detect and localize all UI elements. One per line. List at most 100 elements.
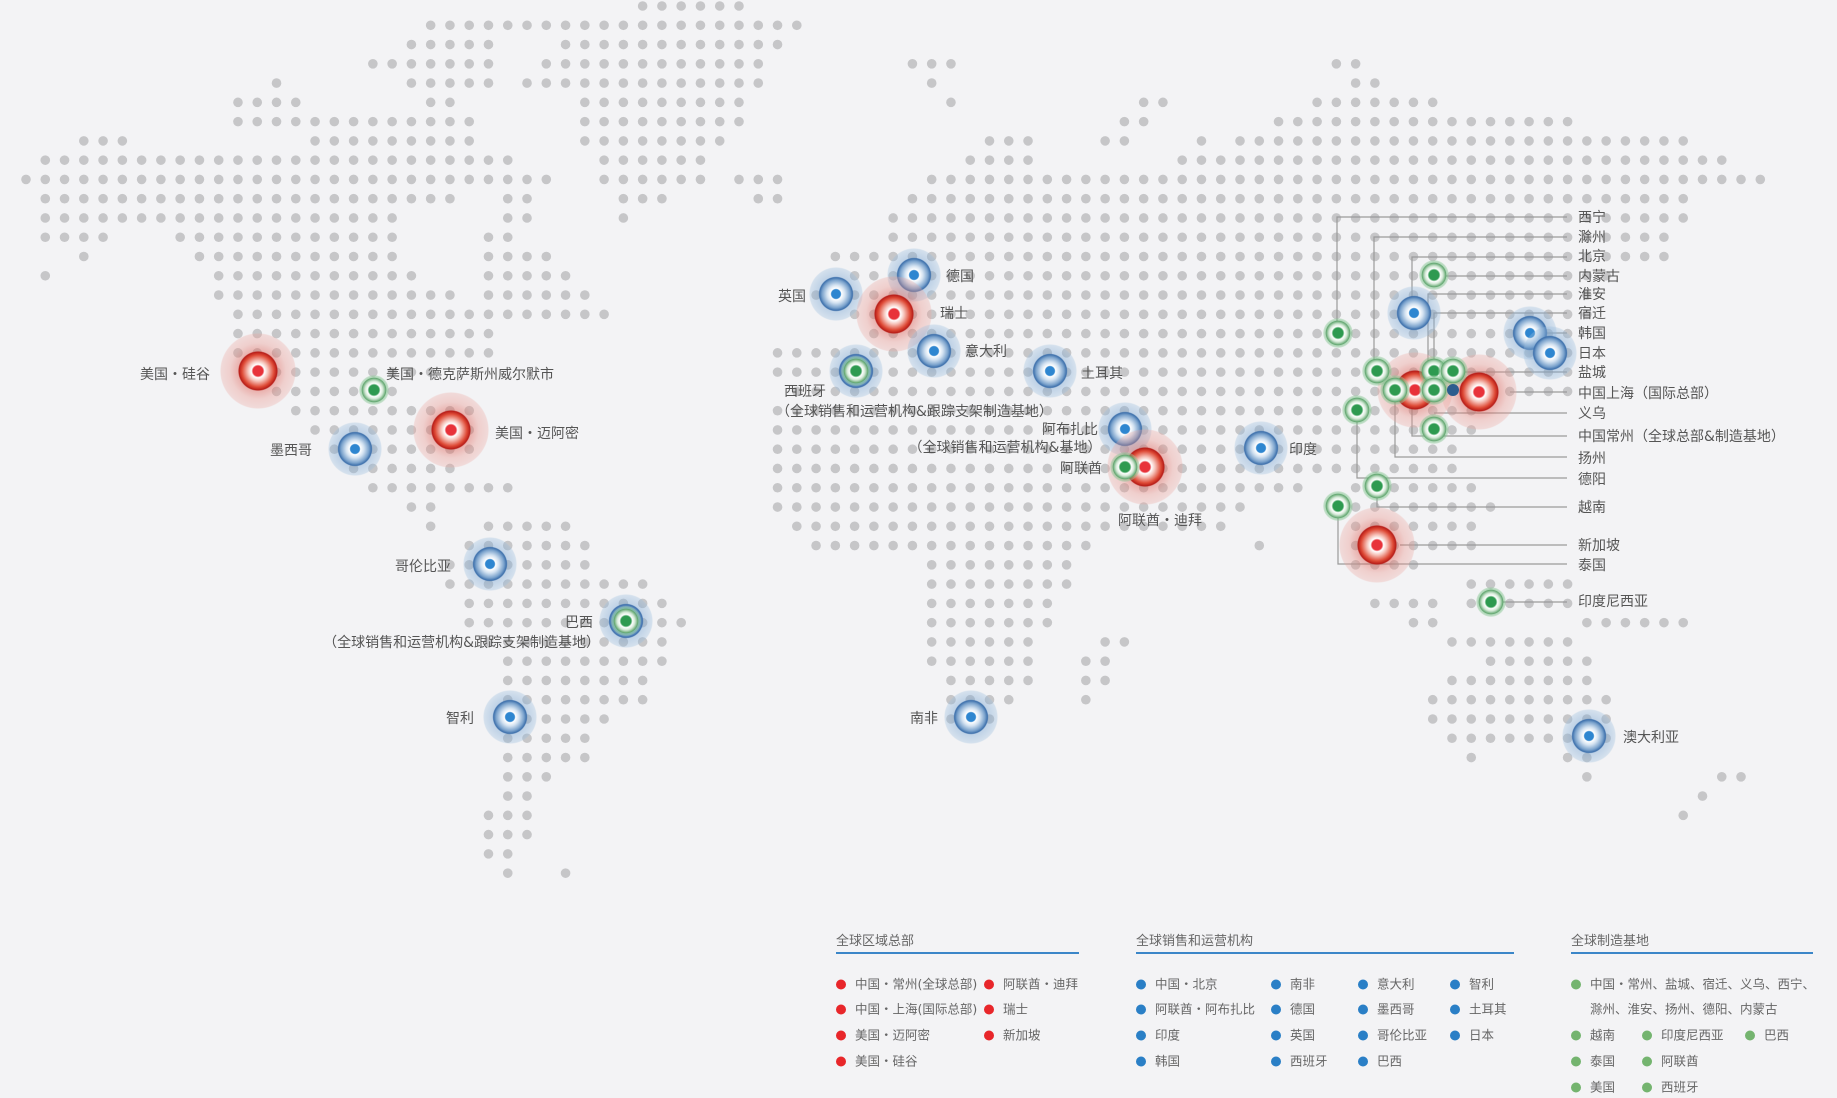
map-dot (965, 521, 976, 532)
marker-mfg-brazil[interactable] (611, 606, 641, 636)
label-asia-location: 滁州 (1578, 230, 1606, 246)
map-dot (984, 367, 995, 377)
map-dot (1389, 174, 1399, 185)
map-dot (772, 20, 783, 31)
map-dot (1081, 656, 1091, 666)
marker-sales-chile[interactable] (483, 690, 537, 744)
map-dot (1023, 656, 1033, 666)
map-dot (1678, 155, 1689, 165)
map-dot (445, 78, 455, 88)
map-dot (1196, 213, 1207, 223)
map-dot (464, 174, 475, 185)
map-dot (580, 78, 590, 88)
map-dot (1081, 502, 1091, 512)
marker-sales-south-africa[interactable] (944, 690, 998, 744)
legend-dot-icon (1136, 979, 1146, 990)
map-dot (1003, 290, 1014, 300)
map-dot (1158, 521, 1168, 532)
map-dot (445, 174, 455, 185)
map-dot (1427, 155, 1438, 165)
map-dot (1235, 309, 1245, 320)
map-dot (502, 482, 513, 493)
map-dot (1331, 270, 1342, 281)
legend-dot-icon (1450, 1004, 1460, 1015)
map-dot (310, 232, 320, 243)
map-dot (1177, 348, 1187, 358)
map-dot (1620, 174, 1631, 185)
marker-hq-silicon-valley[interactable] (220, 333, 296, 409)
marker-mfg-deyang[interactable] (1342, 395, 1372, 425)
map-dot (1293, 290, 1303, 300)
legend-dot-icon (984, 979, 994, 990)
marker-mfg-vietnam[interactable] (1362, 471, 1392, 501)
marker-hq-miami[interactable] (413, 392, 489, 468)
map-dot (1177, 386, 1187, 397)
map-dot (1061, 328, 1072, 339)
marker-sales-india[interactable] (1234, 421, 1288, 475)
map-dot (965, 348, 976, 358)
map-dot (1273, 482, 1284, 493)
map-dot (1601, 174, 1611, 185)
map-dot (483, 232, 494, 243)
marker-mfg-thailand[interactable] (1323, 491, 1353, 521)
map-dot (1138, 213, 1149, 223)
marker-hq-singapore[interactable] (1339, 507, 1415, 583)
legend-item: 哥伦比亚 (1358, 1025, 1427, 1044)
map-dot (406, 59, 417, 69)
map-dot (1081, 270, 1091, 281)
marker-sales-turkey[interactable] (1023, 344, 1077, 398)
marker-mfg-suqian[interactable] (1419, 375, 1449, 405)
marker-sales-uk[interactable] (809, 267, 863, 321)
marker-sales-beijing[interactable] (1387, 286, 1441, 340)
map-dot (425, 290, 436, 300)
map-dot (1235, 232, 1245, 243)
marker-sales-mexico[interactable] (328, 422, 382, 476)
marker-sales-colombia[interactable] (463, 537, 517, 591)
map-dot (233, 309, 243, 320)
map-dot (310, 213, 320, 223)
map-dot (464, 39, 475, 50)
map-dot (1042, 617, 1053, 628)
map-dot (464, 59, 475, 69)
map-dot (849, 521, 860, 532)
map-dot (792, 482, 802, 493)
map-dot (1023, 444, 1033, 455)
marker-sales-japan[interactable] (1523, 326, 1577, 380)
map-dot (1350, 444, 1361, 455)
map-dot (1042, 425, 1053, 435)
map-dot (1042, 405, 1053, 416)
map-dot (984, 598, 995, 609)
map-dot (1389, 598, 1399, 609)
map-dot (1350, 174, 1361, 185)
map-dot (1196, 174, 1207, 185)
map-dot (1177, 213, 1187, 223)
map-dot (98, 136, 108, 146)
map-dot (1447, 482, 1457, 493)
map-dot (522, 810, 532, 821)
map-dot (984, 482, 995, 493)
marker-mfg-yangzhou[interactable] (1380, 375, 1410, 405)
marker-sales-italy[interactable] (907, 324, 961, 378)
marker-mfg-spain[interactable] (841, 356, 871, 386)
legend-item: 中国・常州(全球总部) (836, 974, 977, 993)
map-dot (79, 155, 89, 165)
marker-mfg-uae[interactable] (1110, 452, 1140, 482)
map-dot (310, 328, 320, 339)
marker-sales-australia[interactable] (1562, 709, 1616, 763)
map-dot (445, 155, 455, 165)
marker-mfg-yiwu[interactable] (1419, 414, 1449, 444)
marker-mfg-xining[interactable] (1323, 318, 1353, 348)
map-dot (734, 59, 744, 69)
map-dot (59, 213, 70, 223)
marker-mfg-indonesia[interactable] (1476, 587, 1506, 617)
map-dot (425, 39, 436, 50)
marker-mfg-texas[interactable] (359, 375, 389, 405)
marker-mfg-inner-mongolia[interactable] (1419, 260, 1449, 290)
map-dot (1081, 425, 1091, 435)
map-dot (560, 656, 571, 666)
map-dot (310, 251, 320, 262)
map-dot (1177, 290, 1187, 300)
map-dot (1639, 232, 1650, 243)
map-dot (290, 290, 301, 300)
legend-item: 西班牙 (1271, 1051, 1328, 1070)
